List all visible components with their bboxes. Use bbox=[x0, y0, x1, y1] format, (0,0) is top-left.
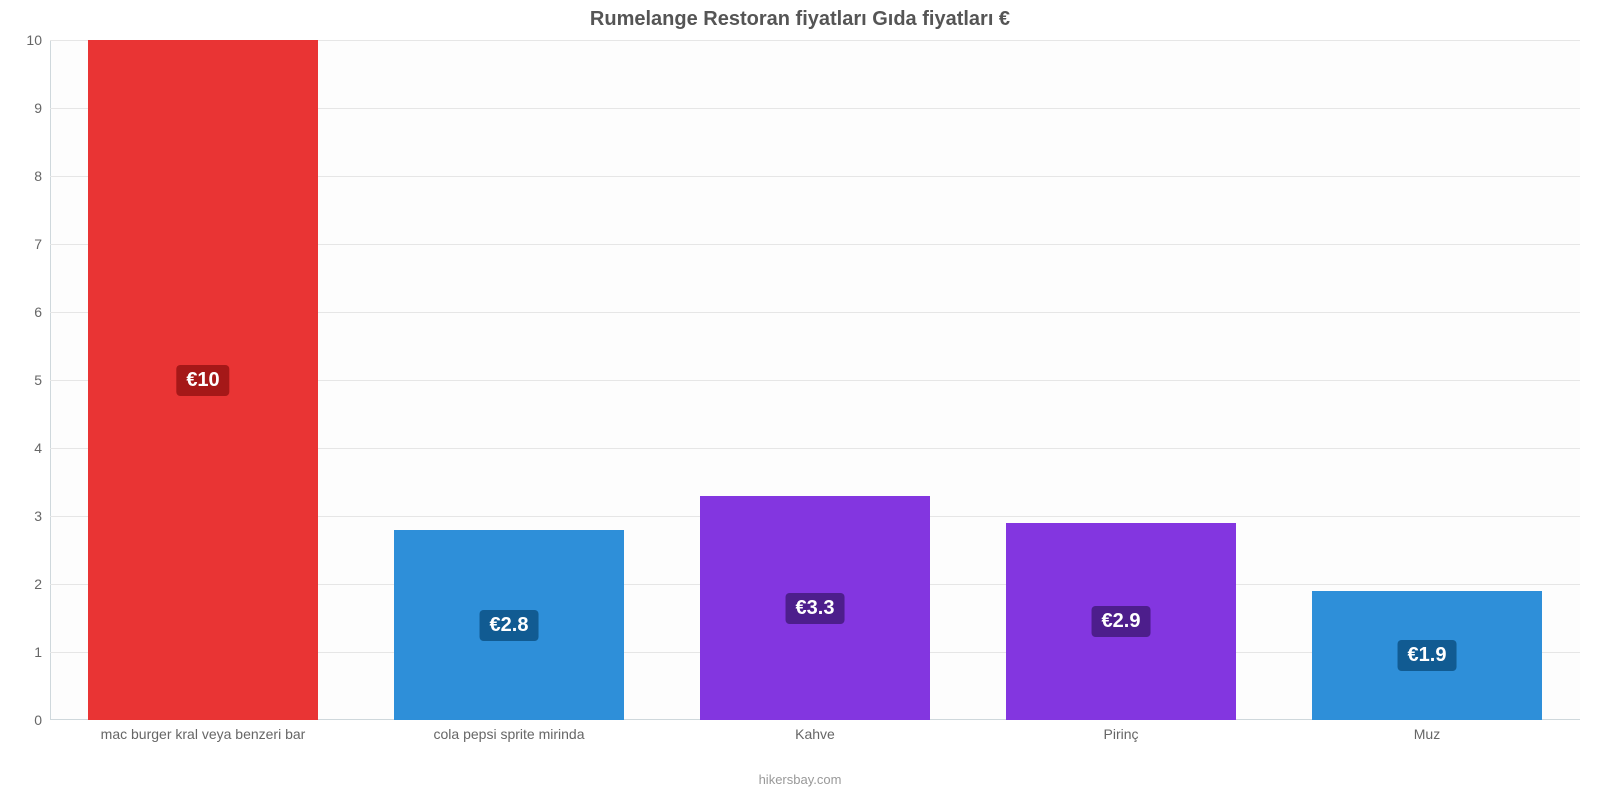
bar: €1.9 bbox=[1312, 591, 1542, 720]
y-tick-label: 7 bbox=[34, 236, 50, 252]
bar-value-label: €2.8 bbox=[480, 610, 539, 641]
bar-value-label: €1.9 bbox=[1398, 640, 1457, 671]
bar-value-label: €10 bbox=[176, 365, 229, 396]
y-tick-label: 2 bbox=[34, 576, 50, 592]
x-tick-label: mac burger kral veya benzeri bar bbox=[101, 726, 306, 742]
y-tick-label: 0 bbox=[34, 712, 50, 728]
y-tick-label: 1 bbox=[34, 644, 50, 660]
x-tick-label: Muz bbox=[1414, 726, 1440, 742]
bar: €2.9 bbox=[1006, 523, 1236, 720]
y-tick-label: 10 bbox=[26, 32, 50, 48]
chart-title: Rumelange Restoran fiyatları Gıda fiyatl… bbox=[0, 8, 1600, 31]
plot-area: 012345678910€10€2.8€3.3€2.9€1.9 bbox=[50, 40, 1580, 720]
bar: €10 bbox=[88, 40, 318, 720]
x-tick-label: Pirinç bbox=[1103, 726, 1138, 742]
y-tick-label: 4 bbox=[34, 440, 50, 456]
y-tick-label: 9 bbox=[34, 100, 50, 116]
chart-credit: hikersbay.com bbox=[0, 772, 1600, 787]
bar: €2.8 bbox=[394, 530, 624, 720]
y-tick-label: 3 bbox=[34, 508, 50, 524]
y-tick-label: 5 bbox=[34, 372, 50, 388]
bar: €3.3 bbox=[700, 496, 930, 720]
y-tick-label: 8 bbox=[34, 168, 50, 184]
x-tick-label: Kahve bbox=[795, 726, 835, 742]
price-bar-chart: Rumelange Restoran fiyatları Gıda fiyatl… bbox=[0, 0, 1600, 800]
x-tick-label: cola pepsi sprite mirinda bbox=[434, 726, 585, 742]
y-tick-label: 6 bbox=[34, 304, 50, 320]
bar-value-label: €2.9 bbox=[1092, 606, 1151, 637]
bar-value-label: €3.3 bbox=[786, 593, 845, 624]
